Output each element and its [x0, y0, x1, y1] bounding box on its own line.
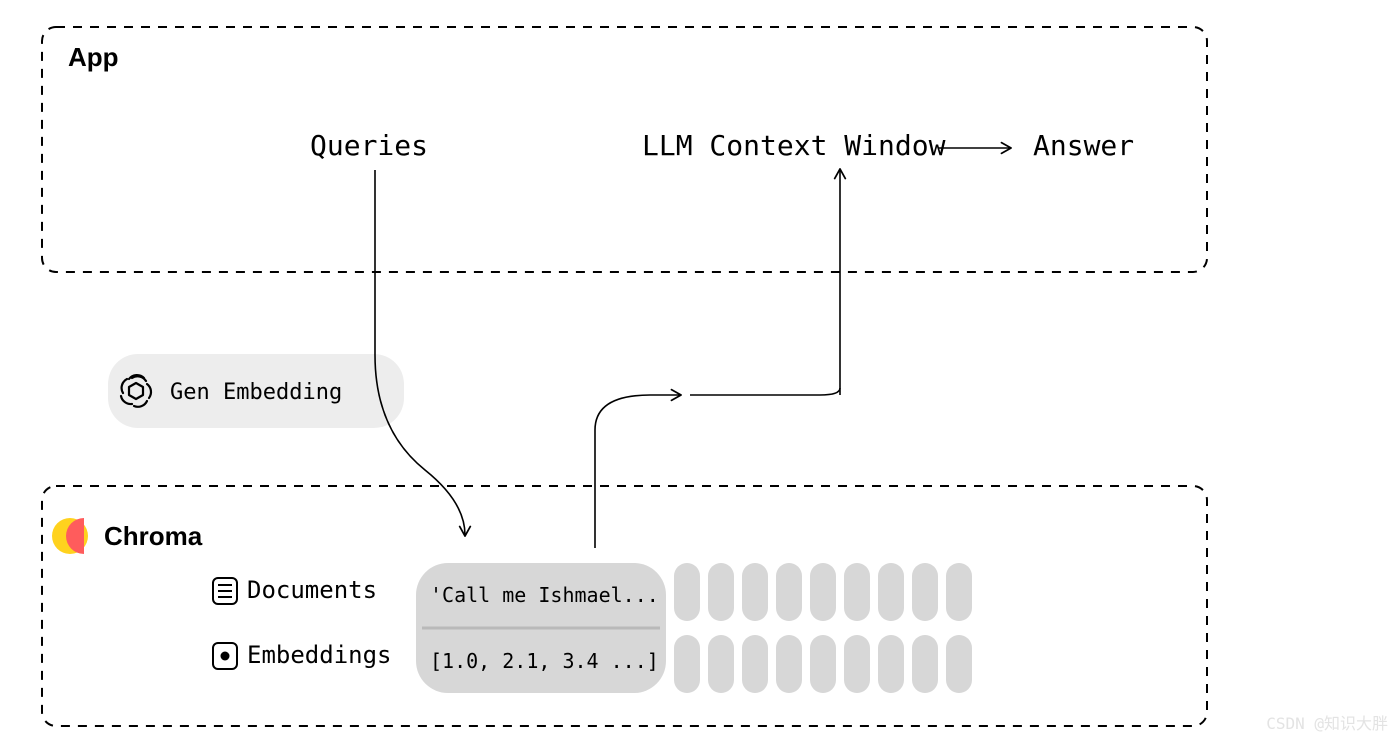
- small-pill: [912, 635, 938, 693]
- app-title: App: [68, 42, 119, 72]
- gen-embedding-label: Gen Embedding: [170, 380, 342, 405]
- small-pill: [708, 635, 734, 693]
- small-pill: [946, 635, 972, 693]
- small-pill: [810, 635, 836, 693]
- diagram-canvas: App Queries LLM Context Window Answer Ge…: [0, 0, 1400, 739]
- arrow-cross-over: [595, 395, 680, 548]
- small-pill: [674, 563, 700, 621]
- documents-icon: [213, 578, 237, 604]
- small-pill: [912, 563, 938, 621]
- small-pill: [878, 563, 904, 621]
- small-pill: [708, 563, 734, 621]
- doc-sample-text: 'Call me Ishmael...: [430, 583, 659, 607]
- small-pill: [878, 635, 904, 693]
- emb-sample-text: [1.0, 2.1, 3.4 ...]: [430, 649, 659, 673]
- small-pill: [776, 635, 802, 693]
- small-pill: [946, 563, 972, 621]
- label-documents: Documents: [247, 576, 377, 604]
- data-pill-block: 'Call me Ishmael... [1.0, 2.1, 3.4 ...]: [416, 563, 974, 693]
- arrow-queries-down: [375, 170, 465, 535]
- small-pill: [844, 563, 870, 621]
- watermark: CSDN @知识大胖: [1266, 714, 1388, 733]
- small-pill: [674, 635, 700, 693]
- label-llm: LLM Context Window: [642, 129, 946, 162]
- embeddings-icon: [213, 643, 237, 669]
- small-pill: [742, 635, 768, 693]
- small-pill: [810, 563, 836, 621]
- label-answer: Answer: [1033, 129, 1134, 162]
- chroma-title: Chroma: [104, 521, 203, 551]
- small-pill: [844, 635, 870, 693]
- gen-embedding-pill: Gen Embedding: [108, 354, 404, 428]
- chroma-logo: [52, 518, 102, 554]
- small-pill: [742, 563, 768, 621]
- label-queries: Queries: [310, 129, 428, 162]
- arrow-cross-to-up: [690, 388, 840, 395]
- label-embeddings: Embeddings: [247, 641, 392, 669]
- small-pill: [776, 563, 802, 621]
